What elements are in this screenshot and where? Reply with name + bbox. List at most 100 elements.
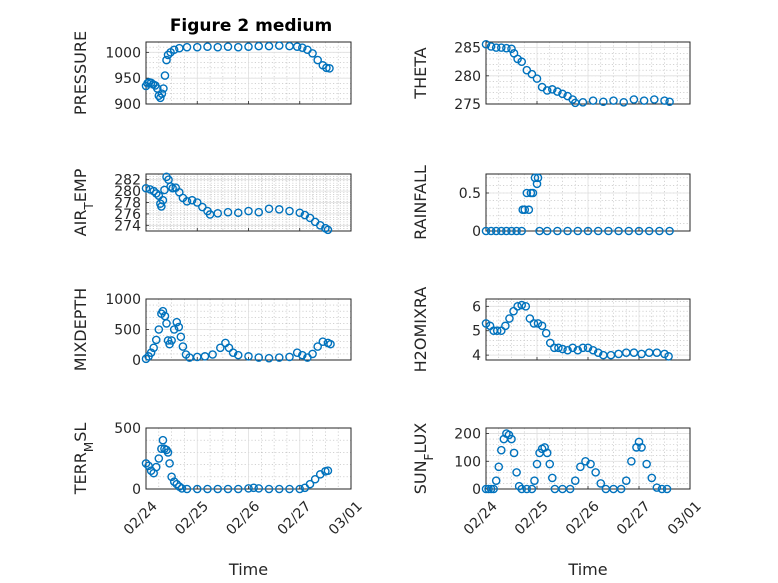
figure-title: Figure 2 medium bbox=[170, 16, 332, 36]
data-point bbox=[614, 226, 623, 236]
data-point bbox=[274, 41, 284, 50]
data-point bbox=[223, 484, 233, 494]
data-point bbox=[514, 481, 524, 491]
data-point bbox=[507, 44, 516, 54]
data-point bbox=[318, 337, 328, 347]
data-point bbox=[484, 484, 493, 494]
data-point bbox=[530, 476, 539, 485]
data-point bbox=[200, 352, 210, 361]
data-point bbox=[233, 208, 243, 218]
data-point bbox=[650, 95, 659, 104]
subplot-8: 0 100 200 02/24 02/25 02/26 02/27 03/01 Time SUNF… bbox=[411, 423, 705, 579]
y-tick-label: 1000 bbox=[105, 292, 141, 308]
data-point bbox=[158, 435, 168, 445]
data-point bbox=[326, 339, 335, 349]
data-point bbox=[169, 477, 179, 486]
data-point bbox=[502, 43, 511, 53]
data-point bbox=[662, 484, 672, 494]
data-point bbox=[264, 484, 274, 494]
data-point bbox=[149, 343, 158, 353]
y-axis-label: RAINFALL bbox=[411, 165, 430, 240]
data-point bbox=[264, 41, 274, 51]
data-point bbox=[292, 348, 302, 357]
data-point bbox=[313, 55, 322, 65]
subplot-1: 900 950 1000 PRESSURE bbox=[71, 31, 352, 115]
data-point bbox=[513, 302, 522, 311]
data-point bbox=[558, 89, 567, 99]
data-point bbox=[162, 319, 171, 328]
data-point bbox=[322, 63, 331, 73]
data-point bbox=[604, 226, 613, 236]
data-point bbox=[192, 198, 202, 207]
data-point bbox=[507, 226, 516, 236]
x-axis-label: Time bbox=[567, 560, 607, 579]
data-point bbox=[203, 484, 212, 494]
data-point bbox=[563, 345, 572, 355]
data-point bbox=[182, 42, 192, 52]
subplot-5: 0 500 1000 MIXDEPTH bbox=[71, 288, 352, 371]
data-point bbox=[573, 226, 583, 236]
data-point bbox=[570, 476, 580, 485]
data-point bbox=[486, 42, 496, 51]
y-axis-label: MIXDEPTH bbox=[71, 288, 90, 371]
data-point bbox=[492, 326, 502, 336]
data-point bbox=[223, 42, 233, 51]
data-point bbox=[655, 226, 664, 236]
data-point bbox=[554, 343, 563, 353]
y-tick-label: 4 bbox=[472, 348, 481, 364]
data-point bbox=[496, 43, 506, 52]
y-tick-label: 285 bbox=[454, 41, 481, 57]
data-point bbox=[533, 173, 543, 183]
y-tick-label: 500 bbox=[114, 323, 141, 339]
data-point bbox=[274, 353, 284, 362]
data-point bbox=[642, 459, 651, 469]
data-point bbox=[172, 479, 182, 489]
data-point bbox=[323, 225, 333, 235]
data-point bbox=[517, 57, 527, 67]
data-point bbox=[216, 343, 225, 353]
data-point bbox=[149, 186, 158, 196]
y-tick-label: 0.5 bbox=[459, 186, 481, 202]
data-point bbox=[313, 342, 322, 351]
data-point bbox=[249, 483, 258, 493]
data-point bbox=[274, 484, 284, 494]
data-point bbox=[213, 42, 223, 52]
data-point bbox=[542, 226, 552, 236]
y-tick-label: 1000 bbox=[105, 45, 141, 61]
data-point bbox=[501, 321, 510, 331]
data-point bbox=[157, 89, 167, 98]
x-tick-label: 02/25 bbox=[172, 498, 212, 538]
data-point bbox=[162, 55, 171, 65]
data-point bbox=[522, 188, 532, 198]
data-point bbox=[652, 483, 662, 492]
y-tick-label: 280 bbox=[454, 69, 481, 85]
x-axis-label: Time bbox=[228, 560, 268, 579]
x-tick-label: 02/24 bbox=[121, 498, 161, 538]
x-tick-label: 03/01 bbox=[326, 498, 366, 538]
data-point bbox=[163, 448, 173, 457]
data-point bbox=[157, 444, 166, 454]
data-point bbox=[172, 317, 182, 327]
data-point bbox=[486, 226, 496, 236]
data-point bbox=[151, 462, 161, 472]
data-point bbox=[521, 302, 531, 311]
x-tick-label: 02/24 bbox=[461, 498, 501, 538]
data-point bbox=[637, 443, 646, 452]
subplot-7: 0 500 02/24 02/25 02/26 02/27 03/01 Time TERRMSL bbox=[71, 421, 366, 579]
data-point bbox=[141, 183, 151, 193]
data-point bbox=[528, 188, 538, 198]
data-point bbox=[254, 484, 264, 493]
data-point bbox=[578, 98, 588, 107]
data-point bbox=[494, 462, 504, 472]
y-tick-label: 0 bbox=[132, 353, 141, 369]
data-point bbox=[264, 204, 274, 214]
data-point bbox=[182, 197, 192, 206]
data-point bbox=[159, 84, 168, 93]
data-point bbox=[644, 226, 654, 236]
data-point bbox=[143, 79, 152, 88]
data-point bbox=[545, 459, 555, 469]
data-point bbox=[323, 466, 333, 476]
data-point bbox=[228, 348, 238, 357]
y-tick-label: 200 bbox=[454, 427, 481, 443]
